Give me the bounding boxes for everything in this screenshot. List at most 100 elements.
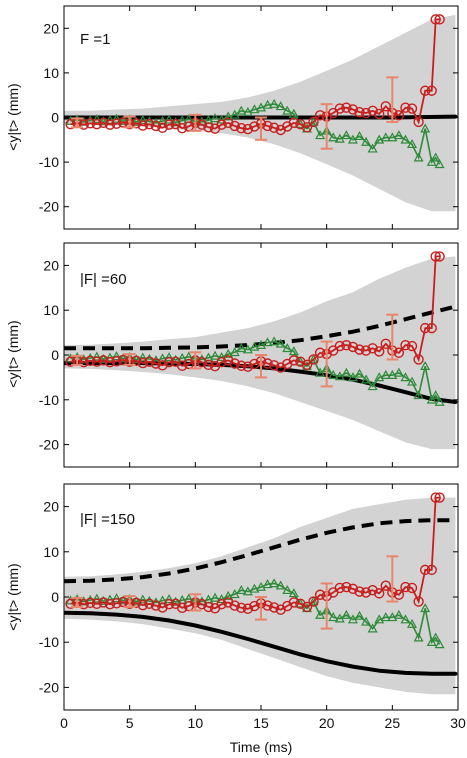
red-marker [150, 120, 162, 132]
red-marker [268, 360, 280, 371]
red-marker [222, 597, 234, 608]
red-marker [150, 358, 162, 369]
green-marker [255, 102, 267, 112]
y-tick-label: 10 [43, 302, 59, 318]
red-marker [262, 120, 273, 132]
red-marker [85, 118, 96, 129]
y-tick-label: 20 [43, 20, 59, 36]
red-marker [393, 589, 405, 600]
green-marker [328, 612, 339, 622]
red-marker [137, 120, 149, 131]
red-marker [176, 602, 188, 614]
red-marker [236, 602, 247, 614]
red-marker [419, 564, 431, 576]
red-marker [288, 597, 300, 608]
green-marker [91, 114, 102, 124]
red-marker [341, 102, 352, 113]
red-marker [196, 599, 208, 610]
green-marker [216, 114, 227, 124]
red-marker [314, 347, 326, 358]
red-marker [347, 583, 359, 595]
red-marker [301, 122, 313, 133]
red-marker [367, 343, 378, 354]
red-marker [374, 108, 385, 120]
red-marker [413, 354, 424, 365]
green-marker [315, 609, 326, 619]
green-marker [434, 396, 445, 406]
green-marker [164, 114, 175, 124]
red-marker [419, 322, 431, 334]
confidence-envelope [64, 14, 456, 212]
red-marker [104, 356, 116, 368]
red-marker [242, 123, 254, 135]
green-marker [118, 115, 129, 125]
panel-label-f150: |F| =150 [80, 511, 135, 528]
green-marker [374, 614, 385, 624]
red-marker [406, 340, 418, 352]
y-tick-label: 0 [51, 589, 59, 605]
green-marker [354, 130, 365, 141]
red-marker [144, 118, 155, 130]
green-marker [420, 123, 431, 133]
green-marker [269, 98, 280, 108]
red-marker [131, 355, 142, 367]
red-marker [111, 598, 122, 609]
red-marker [301, 601, 313, 613]
red-marker [104, 119, 116, 130]
y-tick-label: -20 [39, 437, 59, 453]
x-tick-label: 5 [126, 715, 134, 731]
green-marker [413, 390, 424, 400]
red-marker [203, 359, 214, 371]
green-marker [210, 350, 221, 360]
green-marker [354, 368, 365, 378]
red-marker [400, 102, 411, 113]
green-marker [282, 105, 293, 115]
green-marker [157, 595, 168, 605]
y-axis-title-panel-2: <y|t> (mm) [5, 320, 21, 387]
green-marker [262, 337, 273, 347]
red-marker [430, 251, 441, 262]
red-marker [308, 116, 319, 128]
red-marker [374, 588, 385, 599]
red-marker [314, 110, 326, 121]
red-marker [249, 121, 260, 132]
red-marker [229, 600, 240, 611]
green-marker [393, 367, 404, 377]
red-marker [413, 116, 424, 128]
green-marker [104, 352, 115, 362]
green-marker [426, 394, 437, 404]
green-marker [387, 132, 398, 142]
green-marker [131, 116, 142, 126]
red-marker [406, 582, 418, 594]
red-marker [163, 599, 175, 610]
red-marker [334, 340, 345, 352]
plot-area [64, 251, 458, 450]
red-marker [380, 101, 391, 112]
green-marker [308, 596, 319, 606]
panel-label-f1: F =1 [80, 31, 110, 48]
red-marker [85, 597, 96, 609]
red-marker [222, 355, 234, 366]
green-marker [367, 381, 378, 391]
panel-f60: -20 -10 0 10 20 [39, 242, 459, 468]
green-marker [434, 639, 445, 649]
red-marker [144, 598, 155, 609]
red-marker [229, 358, 240, 369]
red-marker [434, 14, 445, 25]
green-marker [236, 105, 247, 115]
green-marker [255, 339, 267, 349]
green-marker [98, 116, 109, 126]
y-tick-label: -20 [39, 199, 59, 215]
red-marker [341, 581, 352, 593]
red-marker [354, 586, 365, 597]
y-tick-label: -10 [39, 634, 59, 650]
green-marker [242, 586, 253, 596]
green-marker [157, 353, 168, 363]
red-marker [354, 344, 365, 355]
green-marker [430, 632, 441, 642]
green-marker [269, 336, 280, 346]
red-marker [262, 600, 273, 611]
green-marker [210, 592, 221, 602]
red-marker [65, 598, 76, 609]
green-marker [223, 590, 234, 600]
